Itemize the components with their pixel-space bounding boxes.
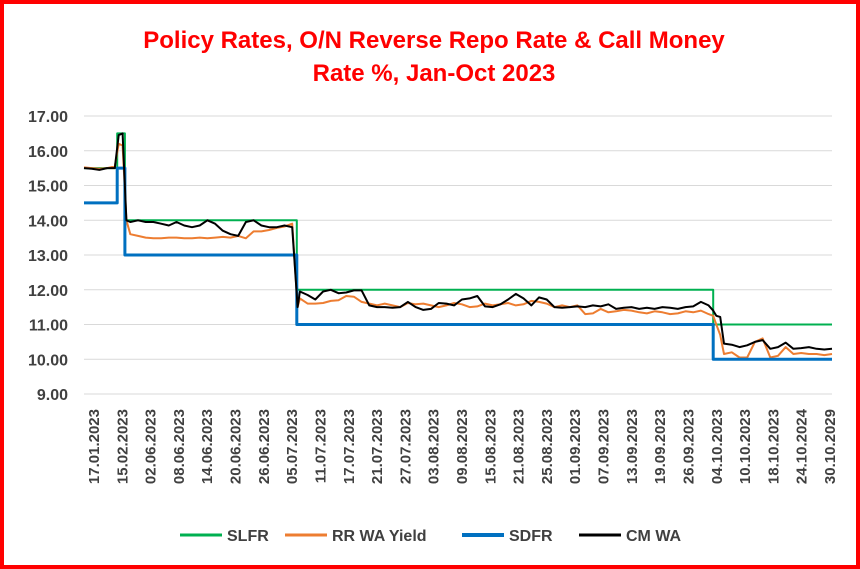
legend-label-rr-wa-yield: RR WA Yield — [332, 528, 427, 545]
series-line-cm-wa — [83, 132, 833, 351]
x-tick-label: 02.06.2023 — [143, 409, 160, 484]
legend-label-cm-wa: CM WA — [626, 528, 682, 545]
x-tick-label: 07.09.2023 — [596, 409, 613, 484]
x-tick-label: 27.07.2023 — [397, 409, 414, 484]
y-tick-label: 10.00 — [28, 352, 68, 369]
x-tick-label: 18.10.2023 — [765, 409, 782, 484]
series-line-sdfr — [84, 166, 832, 361]
x-tick-label: 24.10.2024 — [794, 408, 811, 484]
y-tick-label: 12.00 — [28, 283, 68, 300]
x-tick-label: 04.10.2023 — [709, 409, 726, 484]
y-tick-label: 17.00 — [28, 109, 68, 126]
x-tick-label: 21.07.2023 — [369, 409, 386, 484]
chart-title-line-2: Rate %, Jan-Oct 2023 — [312, 60, 556, 87]
legend: SLFR RR WA Yield SDFR CM WA — [180, 528, 682, 545]
x-tick-label: 11.07.2023 — [312, 409, 329, 483]
series-line-slfr — [84, 132, 832, 326]
x-tick-label: 13.09.2023 — [624, 409, 641, 484]
x-tick-label: 26.06.2023 — [256, 409, 273, 484]
series-lines — [83, 132, 833, 361]
x-tick-label: 25.08.2023 — [539, 409, 556, 484]
y-tick-label: 16.00 — [28, 144, 68, 161]
x-tick-label: 09.08.2023 — [454, 409, 471, 484]
chart-title-line-1: Policy Rates, O/N Reverse Repo Rate & Ca… — [143, 27, 725, 54]
x-tick-label: 10.10.2023 — [737, 409, 754, 484]
x-tick-label: 01.09.2023 — [567, 409, 584, 484]
x-tick-label: 17.07.2023 — [341, 409, 358, 484]
x-tick-label: 05.07.2023 — [284, 409, 301, 484]
legend-label-sdfr: SDFR — [509, 528, 553, 545]
chart-title: Policy Rates, O/N Reverse Repo Rate & Ca… — [4, 24, 856, 90]
chart-plot: 9.00 10.00 11.00 12.00 13.00 14.00 15.00 16.00 1… — [28, 109, 839, 545]
x-tick-label: 20.06.2023 — [228, 409, 245, 484]
x-tick-label: 19.09.2023 — [652, 409, 669, 484]
y-tick-label: 14.00 — [28, 213, 68, 230]
y-tick-label: 13.00 — [28, 248, 68, 265]
x-axis-ticks: 17.01.2023 15.02.2023 02.06.2023 08.06.2023… — [86, 408, 839, 484]
x-tick-label: 14.06.2023 — [199, 409, 216, 484]
x-tick-label: 08.06.2023 — [171, 409, 188, 484]
x-tick-label: 15.08.2023 — [482, 409, 499, 484]
series-line-rr-wa-yield — [83, 142, 833, 359]
y-tick-label: 11.00 — [29, 318, 68, 335]
x-tick-label: 17.01.2023 — [86, 409, 103, 484]
x-tick-label: 03.08.2023 — [426, 409, 443, 484]
x-tick-label: 26.09.2023 — [680, 409, 697, 484]
y-axis-ticks: 9.00 10.00 11.00 12.00 13.00 14.00 15.00 16.00 1… — [28, 109, 68, 404]
x-tick-label: 30.10.2029 — [822, 409, 839, 484]
y-tick-label: 9.00 — [37, 387, 68, 404]
legend-label-slfr: SLFR — [227, 528, 269, 545]
x-tick-label: 15.02.2023 — [114, 409, 131, 484]
y-tick-label: 15.00 — [28, 179, 68, 196]
x-tick-label: 21.08.2023 — [511, 409, 528, 484]
